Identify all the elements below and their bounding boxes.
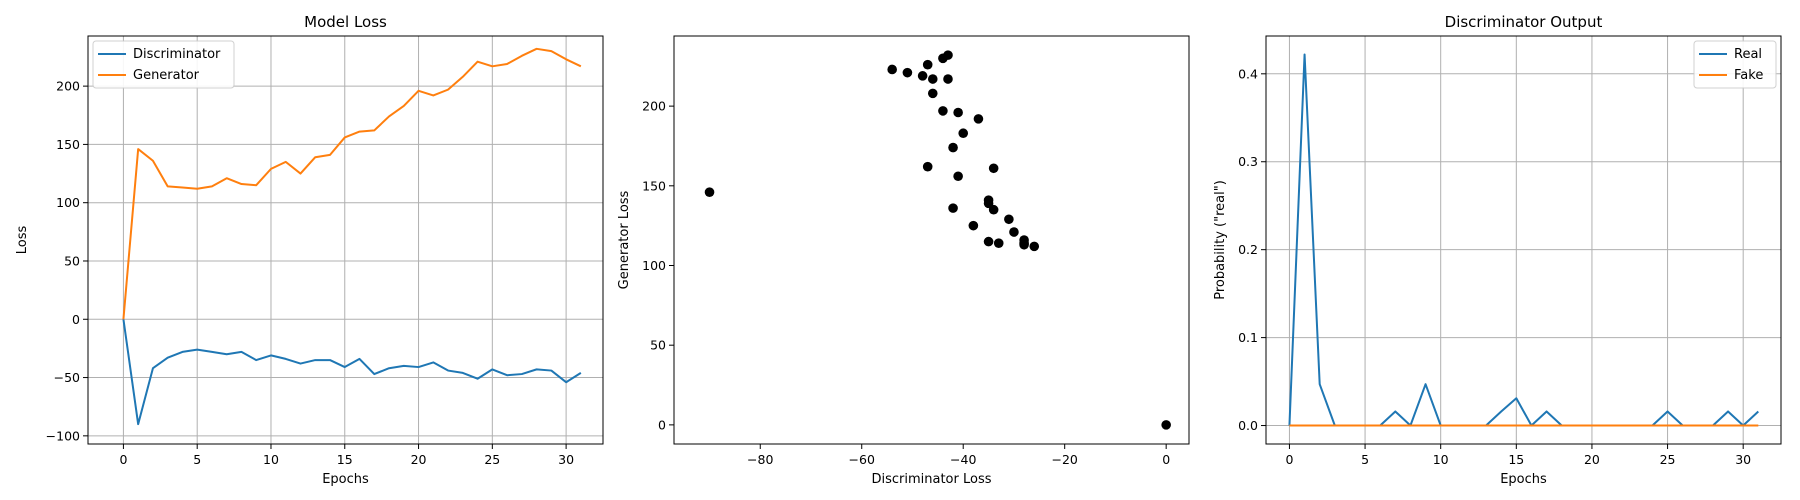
scatter-point <box>953 107 963 118</box>
scatter-point <box>943 74 953 84</box>
y-tick-label: 0.2 <box>1238 242 1258 257</box>
y-tick-label: 200 <box>56 79 80 94</box>
x-tick-label: 0 <box>1285 452 1293 467</box>
y-tick-label: 150 <box>642 178 666 193</box>
axes-frame <box>1265 35 1782 445</box>
y-tick-label: 150 <box>56 137 80 152</box>
legend-label-generator: Generator <box>133 68 200 83</box>
scatter-point <box>704 187 715 197</box>
x-tick-label: 20 <box>1584 452 1600 467</box>
axes-frame <box>87 35 604 445</box>
x-tick-label: 25 <box>1660 452 1676 467</box>
scatter-point <box>968 220 979 231</box>
model-loss-chart: 0 5 10 15 20 25 30 −100 −50 0 50 100 150 200 Model Lo… <box>15 13 604 487</box>
y-tick-label: 0.4 <box>1238 66 1258 81</box>
scatter-point <box>922 161 933 172</box>
series-line-generator <box>122 47 582 320</box>
scatter-point <box>927 74 938 84</box>
x-tick-label: 0 <box>119 452 127 467</box>
legend: Real Fake <box>1693 40 1777 89</box>
legend: Discriminator Generator <box>92 40 235 89</box>
x-tick-label: 30 <box>1735 452 1751 467</box>
x-tick-label: 25 <box>484 452 500 467</box>
scatter-point <box>938 53 948 64</box>
x-tick-label: −20 <box>1051 452 1077 467</box>
scatter-point <box>988 163 999 174</box>
y-tick-label: 50 <box>650 338 666 353</box>
x-tick-label: 5 <box>193 452 201 467</box>
x-axis-label: Discriminator Loss <box>871 472 991 487</box>
scatter-point <box>1161 420 1171 430</box>
x-tick-label: −60 <box>849 452 875 467</box>
x-tick-label: 5 <box>1361 452 1369 467</box>
x-tick-label: 15 <box>337 452 353 467</box>
scatter-point <box>983 236 994 247</box>
loss-scatter-chart: −80 −60 −40 −20 0 0 50 100 150 200 Discriminator … <box>617 35 1190 487</box>
x-tick-label: 20 <box>411 452 427 467</box>
y-tick-label: −50 <box>54 370 80 385</box>
y-tick-label: 100 <box>642 258 666 273</box>
chart-title: Model Loss <box>304 13 387 31</box>
scatter-point <box>953 171 963 182</box>
y-tick-label: 0.0 <box>1238 418 1258 433</box>
legend-label-real: Real <box>1734 47 1762 62</box>
scatter-point <box>917 71 928 81</box>
scatter-point <box>958 128 969 139</box>
y-tick-label: −100 <box>46 428 80 443</box>
scatter-point <box>927 88 938 99</box>
scatter-point <box>993 238 1004 248</box>
x-tick-label: −40 <box>950 452 976 467</box>
x-tick-label: 30 <box>558 452 574 467</box>
scatter-point <box>887 64 897 75</box>
scatter-point <box>1029 241 1040 252</box>
discriminator-output-chart: 0 5 10 15 20 25 30 0.0 0.1 0.2 0.3 0.4 Discriminato… <box>1213 13 1782 487</box>
scatter-point <box>1019 235 1029 245</box>
scatter-point <box>983 195 994 205</box>
scatter-point <box>922 59 933 70</box>
y-tick-label: 100 <box>56 195 80 210</box>
x-tick-label: 15 <box>1508 452 1524 467</box>
x-axis-label: Epochs <box>322 472 369 487</box>
y-axis-label: Probability ("real") <box>1213 180 1228 300</box>
scatter-point <box>973 114 984 124</box>
scatter-point <box>948 142 958 153</box>
scatter-point <box>902 67 913 78</box>
x-tick-label: −80 <box>747 452 773 467</box>
y-tick-label: 0 <box>658 417 666 432</box>
y-axis-label: Loss <box>15 226 30 255</box>
x-tick-label: 10 <box>263 452 279 467</box>
legend-label-discriminator: Discriminator <box>133 47 221 62</box>
y-tick-label: 50 <box>64 253 80 268</box>
series-line-real <box>1288 53 1759 427</box>
chart-title: Discriminator Output <box>1445 13 1603 31</box>
scatter-point <box>938 106 948 116</box>
y-tick-label: 0 <box>72 312 80 327</box>
x-axis-label: Epochs <box>1500 472 1547 487</box>
y-axis-label: Generator Loss <box>617 190 632 289</box>
scatter-point <box>1004 214 1014 225</box>
y-tick-label: 0.3 <box>1238 154 1258 169</box>
axes-frame <box>673 35 1190 445</box>
scatter-point <box>948 203 958 213</box>
x-tick-label: 10 <box>1433 452 1449 467</box>
x-tick-label: 0 <box>1162 452 1170 467</box>
series-line-discriminator <box>122 319 582 426</box>
y-tick-label: 200 <box>642 99 666 114</box>
y-tick-label: 0.1 <box>1238 330 1258 345</box>
legend-label-fake: Fake <box>1734 68 1763 83</box>
scatter-point <box>1009 227 1019 237</box>
